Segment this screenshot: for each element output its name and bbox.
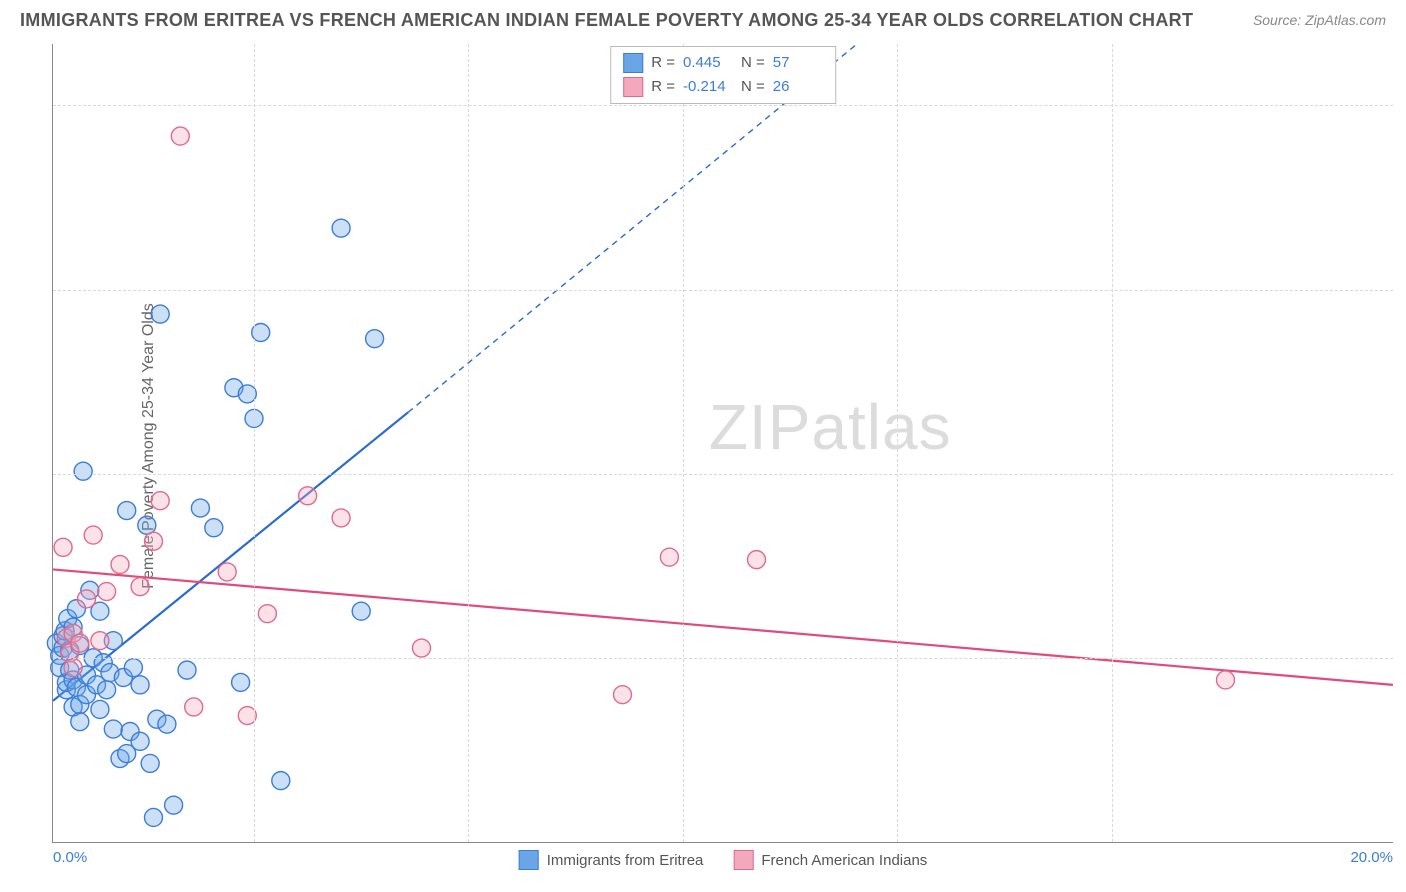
data-point <box>191 499 209 517</box>
y-tick-label: 60.0% <box>1398 97 1406 114</box>
data-point <box>1217 671 1235 689</box>
gridline-v <box>254 44 255 842</box>
legend-item-2: French American Indians <box>733 850 927 870</box>
data-point <box>151 492 169 510</box>
data-point <box>660 548 678 566</box>
data-point <box>145 532 163 550</box>
data-point <box>64 659 82 677</box>
data-point <box>54 538 72 556</box>
source-label: Source: ZipAtlas.com <box>1253 12 1386 28</box>
data-point <box>352 602 370 620</box>
r-label: R = <box>651 51 675 75</box>
y-tick-label: 45.0% <box>1398 281 1406 298</box>
swatch-bottom-2 <box>733 850 753 870</box>
data-point <box>131 676 149 694</box>
data-point <box>91 632 109 650</box>
data-point <box>299 487 317 505</box>
x-tick-label: 0.0% <box>53 849 87 866</box>
data-point <box>178 661 196 679</box>
n-label: N = <box>741 51 765 75</box>
data-point <box>258 605 276 623</box>
swatch-bottom-1 <box>519 850 539 870</box>
data-point <box>185 698 203 716</box>
series-legend: Immigrants from Eritrea French American … <box>519 850 928 870</box>
plot-area: ZIPatlas R = 0.445 N = 57 R = -0.214 N =… <box>52 44 1393 843</box>
data-point <box>614 686 632 704</box>
data-point <box>332 509 350 527</box>
chart-container: IMMIGRANTS FROM ERITREA VS FRENCH AMERIC… <box>0 0 1406 892</box>
data-point <box>104 720 122 738</box>
y-tick-label: 15.0% <box>1398 649 1406 666</box>
data-point <box>366 330 384 348</box>
data-point <box>131 732 149 750</box>
series-1-name: Immigrants from Eritrea <box>547 852 704 869</box>
data-point <box>171 127 189 145</box>
data-point <box>71 634 89 652</box>
data-point <box>151 305 169 323</box>
r-value-2: -0.214 <box>683 75 733 99</box>
data-point <box>748 551 766 569</box>
data-point <box>78 590 96 608</box>
data-point <box>84 526 102 544</box>
y-tick-label: 30.0% <box>1398 465 1406 482</box>
data-point <box>91 700 109 718</box>
swatch-series-1 <box>623 53 643 73</box>
data-point <box>232 673 250 691</box>
series-2-name: French American Indians <box>761 852 927 869</box>
n-value-1: 57 <box>773 51 823 75</box>
n-label: N = <box>741 75 765 99</box>
data-point <box>131 578 149 596</box>
swatch-series-2 <box>623 77 643 97</box>
data-point <box>205 519 223 537</box>
gridline-v <box>468 44 469 842</box>
r-label: R = <box>651 75 675 99</box>
data-point <box>272 772 290 790</box>
data-point <box>98 583 116 601</box>
x-tick-label: 20.0% <box>1350 849 1393 866</box>
data-point <box>145 808 163 826</box>
data-point <box>118 502 136 520</box>
data-point <box>158 715 176 733</box>
data-point <box>71 713 89 731</box>
correlation-legend: R = 0.445 N = 57 R = -0.214 N = 26 <box>610 46 836 104</box>
data-point <box>98 681 116 699</box>
legend-item-1: Immigrants from Eritrea <box>519 850 704 870</box>
gridline-v <box>683 44 684 842</box>
n-value-2: 26 <box>773 75 823 99</box>
legend-row-series-2: R = -0.214 N = 26 <box>623 75 823 99</box>
data-point <box>165 796 183 814</box>
data-point <box>124 659 142 677</box>
gridline-v <box>897 44 898 842</box>
data-point <box>332 219 350 237</box>
data-point <box>141 754 159 772</box>
data-point <box>413 639 431 657</box>
data-point <box>74 462 92 480</box>
r-value-1: 0.445 <box>683 51 733 75</box>
data-point <box>218 563 236 581</box>
data-point <box>111 556 129 574</box>
chart-title: IMMIGRANTS FROM ERITREA VS FRENCH AMERIC… <box>20 10 1193 31</box>
gridline-v <box>1112 44 1113 842</box>
legend-row-series-1: R = 0.445 N = 57 <box>623 51 823 75</box>
